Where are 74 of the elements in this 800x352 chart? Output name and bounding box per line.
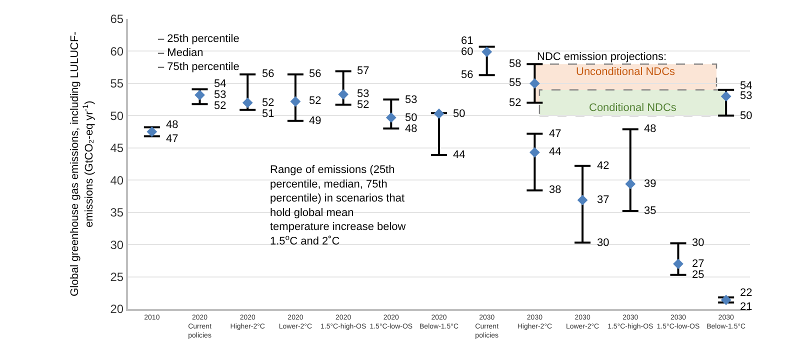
- data-label: 50: [453, 108, 466, 120]
- y-tick-label: 45: [110, 141, 124, 156]
- annotation: 52: [357, 99, 370, 111]
- y-tick-label: 60: [110, 44, 124, 58]
- annotation: 61: [461, 35, 474, 47]
- point: [434, 108, 444, 119]
- annotation: 48: [166, 119, 178, 131]
- data-label: 53: [740, 90, 752, 102]
- data-label: 55: [509, 77, 522, 89]
- annotation: 48: [405, 123, 418, 135]
- point: [482, 46, 492, 58]
- annotation: 47: [549, 128, 562, 140]
- y-tick-label: 20: [110, 302, 124, 316]
- annotation: 56: [461, 69, 474, 81]
- annotation: 51: [262, 108, 274, 120]
- annotation: – 75th percentile: [158, 61, 240, 73]
- annotation: 38: [549, 184, 562, 196]
- data-label: 39: [644, 178, 656, 190]
- annotation: NDC emission projections:: [537, 51, 667, 63]
- y-tick-label: 25: [110, 270, 124, 284]
- data-label: 53: [214, 89, 226, 101]
- y-tick-label: 50: [110, 108, 124, 123]
- annotation: – 25th percentile: [158, 33, 240, 45]
- y-tick-label: 40: [110, 173, 124, 188]
- annotation: 47: [166, 133, 178, 145]
- point: [577, 194, 588, 206]
- annotation: 49: [309, 115, 322, 127]
- band-label: Conditional NDCs: [589, 102, 677, 114]
- data-label: 52: [309, 95, 322, 107]
- annotation: 50: [740, 110, 752, 122]
- annotation: 52: [214, 100, 226, 112]
- annotation: 30: [692, 237, 704, 249]
- annotation: 53: [405, 94, 418, 106]
- point: [242, 98, 253, 108]
- data-label: 27: [692, 258, 704, 270]
- annotation: 56: [309, 68, 322, 80]
- annotation: 57: [357, 65, 370, 77]
- data-label: 53: [357, 88, 370, 100]
- point: [194, 90, 205, 100]
- point: [338, 89, 349, 100]
- annotation: 48: [644, 123, 656, 135]
- y-tick-label: 55: [110, 76, 124, 91]
- annotation: 30: [597, 237, 610, 249]
- point: [290, 96, 301, 107]
- point: [720, 294, 732, 306]
- data-label: 37: [597, 194, 610, 206]
- annotation: 42: [597, 160, 610, 172]
- data-label: 60: [461, 46, 474, 58]
- y-tick-label: 30: [110, 238, 124, 252]
- band-label: Unconditional NDCs: [576, 66, 676, 78]
- annotation: 44: [453, 149, 466, 161]
- y-tick-label: 35: [110, 206, 124, 220]
- annotation: 21: [740, 301, 752, 313]
- data-label: 52: [262, 97, 274, 109]
- annotation: 54: [214, 78, 226, 90]
- point: [529, 78, 540, 89]
- annotation: Range of emissions (25th percentile, median, 75th percentile) in scenarios that hold global mean temperature increase below 1.5$^{o}$C and 2˚C: [270, 164, 406, 248]
- annotation: 22: [740, 287, 752, 299]
- annotation: 52: [509, 97, 522, 109]
- y-tick-label: 65: [110, 12, 124, 26]
- annotation: – Median: [158, 47, 204, 59]
- point: [625, 178, 636, 190]
- annotation: 58: [509, 58, 522, 70]
- point: [386, 112, 396, 123]
- annotation: 56: [262, 68, 274, 80]
- point: [146, 126, 158, 137]
- annotation: 25: [692, 269, 704, 281]
- point: [529, 147, 540, 158]
- annotation: 35: [644, 205, 656, 217]
- data-label: 50: [405, 112, 418, 124]
- data-label: 44: [549, 146, 562, 158]
- point: [720, 91, 732, 102]
- point: [673, 258, 684, 270]
- annotation: 54: [740, 80, 752, 92]
